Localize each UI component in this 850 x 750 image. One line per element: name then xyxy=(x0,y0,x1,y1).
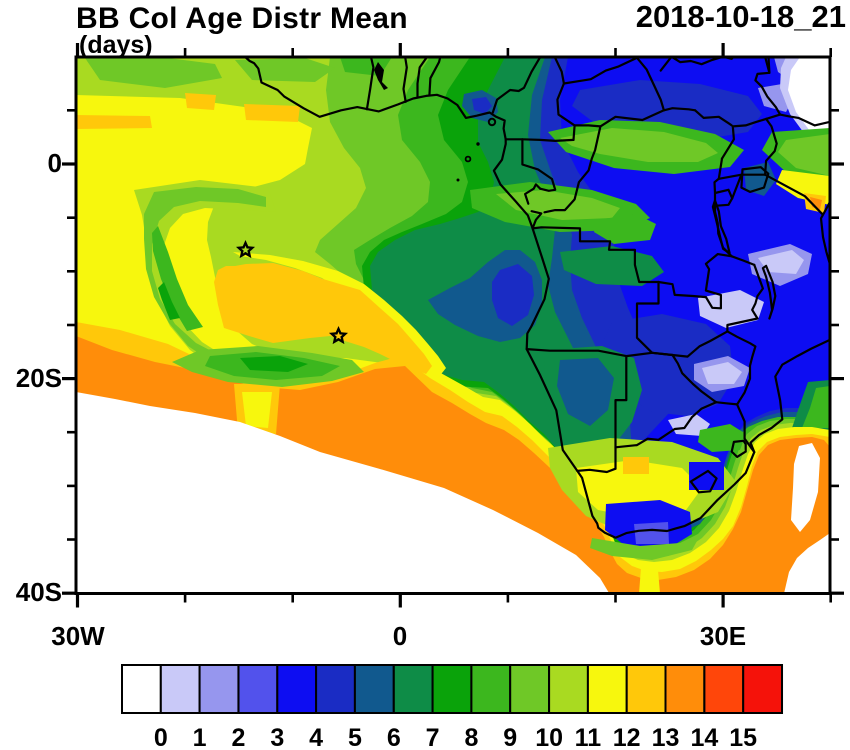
svg-text:12: 12 xyxy=(613,724,641,750)
svg-text:0: 0 xyxy=(393,621,407,651)
svg-text:2018-10-18_21: 2018-10-18_21 xyxy=(636,0,846,34)
svg-text:15: 15 xyxy=(729,724,757,750)
svg-text:4: 4 xyxy=(309,724,323,750)
svg-text:11: 11 xyxy=(575,724,602,750)
svg-text:30W: 30W xyxy=(51,621,105,651)
svg-text:1: 1 xyxy=(193,724,207,750)
svg-text:13: 13 xyxy=(652,724,680,750)
svg-text:2: 2 xyxy=(232,724,246,750)
svg-text:40S: 40S xyxy=(16,577,62,607)
svg-text:0: 0 xyxy=(154,724,168,750)
svg-text:20S: 20S xyxy=(16,363,62,393)
svg-text:(days): (days) xyxy=(79,31,153,59)
svg-text:BB Col Age Distr Mean: BB Col Age Distr Mean xyxy=(76,2,408,35)
svg-text:0: 0 xyxy=(48,148,62,178)
svg-text:10: 10 xyxy=(535,724,563,750)
svg-text:9: 9 xyxy=(503,724,517,750)
svg-text:8: 8 xyxy=(464,724,478,750)
svg-text:30E: 30E xyxy=(700,621,746,651)
svg-text:3: 3 xyxy=(270,724,284,750)
svg-text:6: 6 xyxy=(387,724,401,750)
svg-text:7: 7 xyxy=(426,724,440,750)
svg-text:14: 14 xyxy=(690,724,718,750)
svg-text:5: 5 xyxy=(348,724,362,750)
